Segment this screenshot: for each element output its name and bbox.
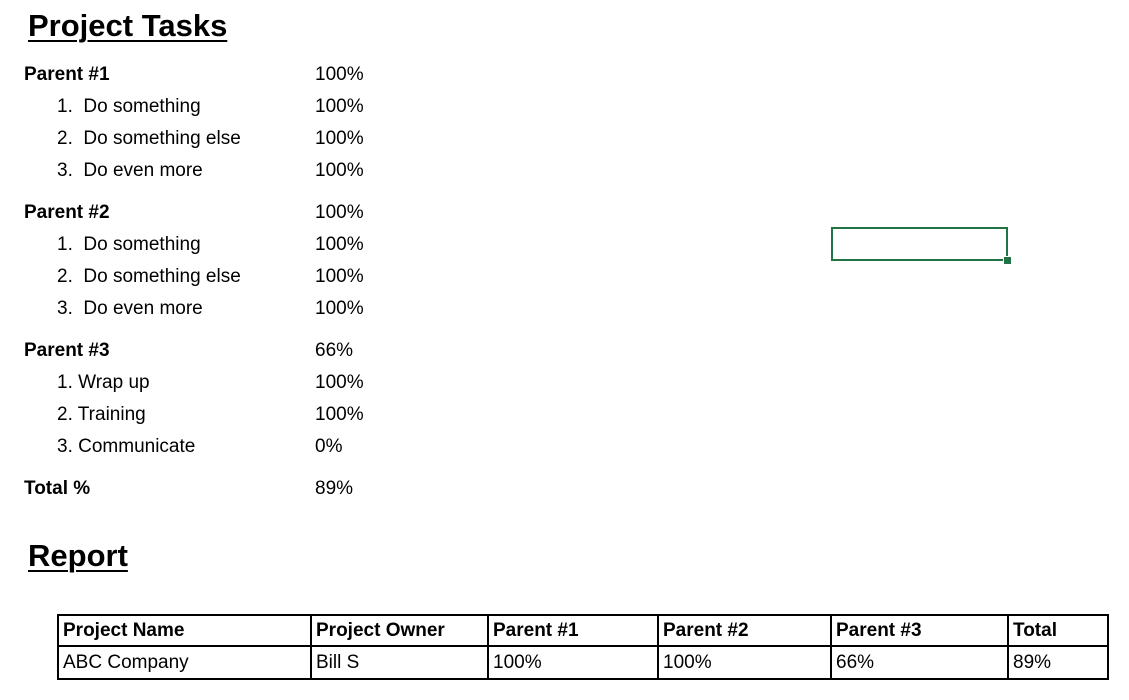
tasks-section-title: Project Tasks — [28, 8, 228, 43]
task-row-item[interactable]: 2. Training 100% — [24, 399, 444, 431]
header-parent-3[interactable]: Parent #3 — [830, 614, 1009, 647]
cell-parent-2[interactable]: 100% — [657, 645, 832, 680]
task-group-parent-3: Parent #3 66% 1. Wrap up 100% 2. Trainin… — [24, 335, 444, 463]
task-percent: 100% — [315, 128, 364, 149]
report-table-header-row: Project Name Project Owner Parent #1 Par… — [57, 614, 1109, 647]
header-parent-1[interactable]: Parent #1 — [487, 614, 659, 647]
cell-total[interactable]: 89% — [1007, 645, 1109, 680]
task-percent: 0% — [315, 436, 343, 457]
task-total-label: Total % — [24, 478, 91, 499]
header-project-owner[interactable]: Project Owner — [310, 614, 489, 647]
task-item-label: 3. Do even more — [57, 298, 203, 319]
report-table: Project Name Project Owner Parent #1 Par… — [57, 614, 1109, 680]
task-row-item[interactable]: 3. Do even more 100% — [24, 155, 444, 187]
task-percent: 100% — [315, 298, 364, 319]
task-row-item[interactable]: 3. Communicate 0% — [24, 431, 444, 463]
cell-parent-3[interactable]: 66% — [830, 645, 1009, 680]
task-row-item[interactable]: 1. Do something 100% — [24, 91, 444, 123]
task-percent: 100% — [315, 202, 364, 223]
task-row-item[interactable]: 2. Do something else 100% — [24, 123, 444, 155]
header-project-name[interactable]: Project Name — [57, 614, 312, 647]
fill-handle[interactable] — [1003, 256, 1012, 265]
task-percent: 100% — [315, 266, 364, 287]
task-total-percent: 89% — [315, 478, 354, 499]
report-table-data-row: ABC Company Bill S 100% 100% 66% 89% — [57, 645, 1109, 680]
task-parent-label: Parent #3 — [24, 340, 110, 361]
task-percent: 100% — [315, 404, 364, 425]
task-item-label: 3. Do even more — [57, 160, 203, 181]
task-item-label: 2. Do something else — [57, 266, 241, 287]
task-row-parent[interactable]: Parent #1 100% — [24, 59, 444, 91]
header-total[interactable]: Total — [1007, 614, 1109, 647]
task-item-label: 1. Do something — [57, 234, 201, 255]
task-group-parent-1: Parent #1 100% 1. Do something 100% 2. D… — [24, 59, 444, 187]
cell-project-name[interactable]: ABC Company — [57, 645, 312, 680]
task-item-label: 1. Do something — [57, 96, 201, 117]
cell-parent-1[interactable]: 100% — [487, 645, 659, 680]
task-row-item[interactable]: 2. Do something else 100% — [24, 261, 444, 293]
selected-cell[interactable] — [831, 227, 1012, 265]
task-group-parent-2: Parent #2 100% 1. Do something 100% 2. D… — [24, 197, 444, 325]
task-parent-label: Parent #2 — [24, 202, 110, 223]
task-row-item[interactable]: 1. Do something 100% — [24, 229, 444, 261]
task-percent: 100% — [315, 96, 364, 117]
task-parent-label: Parent #1 — [24, 64, 110, 85]
task-row-item[interactable]: 1. Wrap up 100% — [24, 367, 444, 399]
task-percent: 100% — [315, 64, 364, 85]
task-percent: 100% — [315, 372, 364, 393]
report-section-title: Report — [28, 538, 128, 573]
tasks-list: Parent #1 100% 1. Do something 100% 2. D… — [24, 59, 444, 505]
task-row-total[interactable]: Total % 89% — [24, 473, 444, 505]
task-row-parent[interactable]: Parent #2 100% — [24, 197, 444, 229]
task-item-label: 3. Communicate — [57, 436, 196, 457]
header-parent-2[interactable]: Parent #2 — [657, 614, 832, 647]
task-item-label: 2. Do something else — [57, 128, 241, 149]
cell-project-owner[interactable]: Bill S — [310, 645, 489, 680]
task-percent: 66% — [315, 340, 354, 361]
task-percent: 100% — [315, 234, 364, 255]
task-row-parent[interactable]: Parent #3 66% — [24, 335, 444, 367]
task-item-label: 1. Wrap up — [57, 372, 150, 393]
task-percent: 100% — [315, 160, 364, 181]
task-item-label: 2. Training — [57, 404, 146, 425]
task-row-item[interactable]: 3. Do even more 100% — [24, 293, 444, 325]
